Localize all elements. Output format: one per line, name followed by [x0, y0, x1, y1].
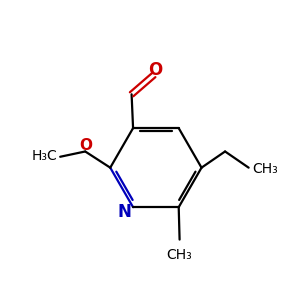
Text: H₃C: H₃C: [32, 149, 57, 163]
Text: O: O: [79, 138, 92, 153]
Text: N: N: [117, 202, 131, 220]
Text: CH₃: CH₃: [252, 162, 278, 176]
Text: CH₃: CH₃: [167, 248, 193, 262]
Text: O: O: [148, 61, 162, 79]
